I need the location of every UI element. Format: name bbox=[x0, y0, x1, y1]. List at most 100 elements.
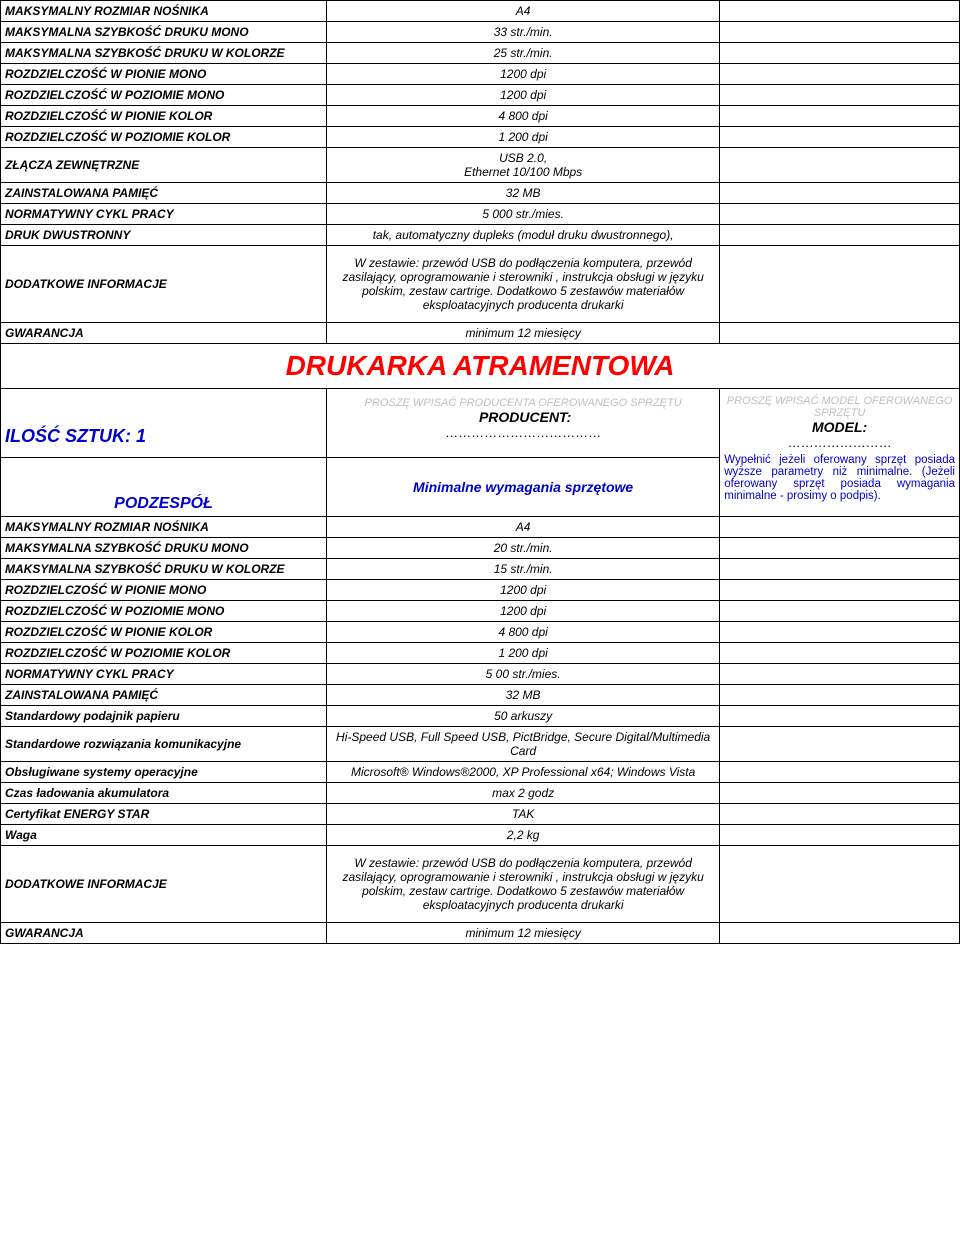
spec-label: Certyfikat ENERGY STAR bbox=[1, 804, 327, 825]
spec-value: 5 000 str./mies. bbox=[327, 204, 720, 225]
spec-label: ROZDZIELCZOŚĆ W POZIOMIE MONO bbox=[1, 601, 327, 622]
spec-empty[interactable] bbox=[720, 246, 960, 323]
spec-label: MAKSYMALNA SZYBKOŚĆ DRUKU MONO bbox=[1, 538, 327, 559]
spec-empty[interactable] bbox=[720, 106, 960, 127]
spec-label: ROZDZIELCZOŚĆ W PIONIE KOLOR bbox=[1, 622, 327, 643]
spec-empty[interactable] bbox=[720, 127, 960, 148]
spec-label: DODATKOWE INFORMACJE bbox=[1, 246, 327, 323]
spec-row: ROZDZIELCZOŚĆ W PIONIE MONO1200 dpi bbox=[1, 64, 960, 85]
spec-empty[interactable] bbox=[720, 727, 960, 762]
spec-label: Czas ładowania akumulatora bbox=[1, 783, 327, 804]
spec-empty[interactable] bbox=[720, 517, 960, 538]
spec-row: DODATKOWE INFORMACJEW zestawie: przewód … bbox=[1, 246, 960, 323]
spec-empty[interactable] bbox=[720, 85, 960, 106]
spec-value: 25 str./min. bbox=[327, 43, 720, 64]
model-cell[interactable]: PROSZĘ WPISAĆ MODEL OFEROWANEGO SPRZĘTU … bbox=[720, 389, 960, 517]
spec-row: NORMATYWNY CYKL PRACY5 000 str./mies. bbox=[1, 204, 960, 225]
model-dots: …………………… bbox=[724, 435, 955, 450]
spec-empty[interactable] bbox=[720, 706, 960, 727]
spec-value: 1200 dpi bbox=[327, 601, 720, 622]
spec-value: 33 str./min. bbox=[327, 22, 720, 43]
spec-row: Standardowe rozwiązania komunikacyjneHi-… bbox=[1, 727, 960, 762]
spec-label: ZAINSTALOWANA PAMIĘĆ bbox=[1, 183, 327, 204]
spec-empty[interactable] bbox=[720, 685, 960, 706]
spec-row: ROZDZIELCZOŚĆ W POZIOMIE MONO1200 dpi bbox=[1, 85, 960, 106]
spec-empty[interactable] bbox=[720, 643, 960, 664]
producer-hint: PROSZĘ WPISAĆ PRODUCENTA OFEROWANEGO SPR… bbox=[365, 397, 682, 409]
spec-empty[interactable] bbox=[720, 225, 960, 246]
spec-empty[interactable] bbox=[720, 559, 960, 580]
spec-empty[interactable] bbox=[720, 148, 960, 183]
spec-value: minimum 12 miesięcy bbox=[327, 323, 720, 344]
spec-row: ROZDZIELCZOŚĆ W POZIOMIE MONO1200 dpi bbox=[1, 601, 960, 622]
producer-cell[interactable]: PROSZĘ WPISAĆ PRODUCENTA OFEROWANEGO SPR… bbox=[327, 389, 720, 458]
spec-row: ZAINSTALOWANA PAMIĘĆ32 MB bbox=[1, 685, 960, 706]
spec-value: 15 str./min. bbox=[327, 559, 720, 580]
spec-value: Microsoft® Windows®2000, XP Professional… bbox=[327, 762, 720, 783]
spec-row: ROZDZIELCZOŚĆ W PIONIE KOLOR4 800 dpi bbox=[1, 622, 960, 643]
spec-value: tak, automatyczny dupleks (moduł druku d… bbox=[327, 225, 720, 246]
spec-empty[interactable] bbox=[720, 580, 960, 601]
spec-empty[interactable] bbox=[720, 64, 960, 85]
fill-note: Wypełnić jeżeli oferowany sprzęt posiada… bbox=[724, 454, 955, 502]
spec-row: NORMATYWNY CYKL PRACY5 00 str./mies. bbox=[1, 664, 960, 685]
spec-value: USB 2.0, Ethernet 10/100 Mbps bbox=[327, 148, 720, 183]
spec-row: GWARANCJAminimum 12 miesięcy bbox=[1, 923, 960, 944]
spec-row: Waga2,2 kg bbox=[1, 825, 960, 846]
spec-value: 20 str./min. bbox=[327, 538, 720, 559]
spec-empty[interactable] bbox=[720, 323, 960, 344]
model-label: MODEL: bbox=[724, 419, 955, 435]
spec-empty[interactable] bbox=[720, 22, 960, 43]
podzespol-label: PODZESPÓŁ bbox=[1, 457, 327, 516]
spec-empty[interactable] bbox=[720, 804, 960, 825]
spec-value: minimum 12 miesięcy bbox=[327, 923, 720, 944]
spec-row: Certyfikat ENERGY STARTAK bbox=[1, 804, 960, 825]
spec-empty[interactable] bbox=[720, 825, 960, 846]
spec-value: A4 bbox=[327, 517, 720, 538]
spec-label: ROZDZIELCZOŚĆ W PIONIE KOLOR bbox=[1, 106, 327, 127]
spec-empty[interactable] bbox=[720, 43, 960, 64]
spec-label: NORMATYWNY CYKL PRACY bbox=[1, 204, 327, 225]
spec-empty[interactable] bbox=[720, 622, 960, 643]
spec-label: Standardowe rozwiązania komunikacyjne bbox=[1, 727, 327, 762]
spec-value: 1 200 dpi bbox=[327, 643, 720, 664]
spec-label: MAKSYMALNA SZYBKOŚĆ DRUKU MONO bbox=[1, 22, 327, 43]
spec-empty[interactable] bbox=[720, 204, 960, 225]
spec-label: ROZDZIELCZOŚĆ W PIONIE MONO bbox=[1, 580, 327, 601]
spec-value: 1200 dpi bbox=[327, 85, 720, 106]
spec-label: ZŁĄCZA ZEWNĘTRZNE bbox=[1, 148, 327, 183]
spec-empty[interactable] bbox=[720, 1, 960, 22]
spec-empty[interactable] bbox=[720, 664, 960, 685]
spec-row: ROZDZIELCZOŚĆ W POZIOMIE KOLOR1 200 dpi bbox=[1, 127, 960, 148]
spec-empty[interactable] bbox=[720, 923, 960, 944]
spec-value: Hi-Speed USB, Full Speed USB, PictBridge… bbox=[327, 727, 720, 762]
spec-label: ROZDZIELCZOŚĆ W PIONIE MONO bbox=[1, 64, 327, 85]
spec-value: 4 800 dpi bbox=[327, 106, 720, 127]
spec-label: ROZDZIELCZOŚĆ W POZIOMIE KOLOR bbox=[1, 643, 327, 664]
spec-empty[interactable] bbox=[720, 846, 960, 923]
spec-label: GWARANCJA bbox=[1, 323, 327, 344]
spec-row: ZŁĄCZA ZEWNĘTRZNEUSB 2.0, Ethernet 10/10… bbox=[1, 148, 960, 183]
spec-empty[interactable] bbox=[720, 783, 960, 804]
qty-label: ILOŚĆ SZTUK: 1 bbox=[1, 389, 327, 458]
spec-row: MAKSYMALNA SZYBKOŚĆ DRUKU MONO20 str./mi… bbox=[1, 538, 960, 559]
spec-row: Czas ładowania akumulatoramax 2 godz bbox=[1, 783, 960, 804]
spec-empty[interactable] bbox=[720, 762, 960, 783]
spec-value: A4 bbox=[327, 1, 720, 22]
spec-value: max 2 godz bbox=[327, 783, 720, 804]
spec-value: TAK bbox=[327, 804, 720, 825]
spec-row: ROZDZIELCZOŚĆ W POZIOMIE KOLOR1 200 dpi bbox=[1, 643, 960, 664]
spec-row: MAKSYMALNA SZYBKOŚĆ DRUKU W KOLORZE25 st… bbox=[1, 43, 960, 64]
spec-empty[interactable] bbox=[720, 183, 960, 204]
spec-value: 1200 dpi bbox=[327, 580, 720, 601]
spec-row: ZAINSTALOWANA PAMIĘĆ32 MB bbox=[1, 183, 960, 204]
spec-row: MAKSYMALNA SZYBKOŚĆ DRUKU MONO33 str./mi… bbox=[1, 22, 960, 43]
spec-label: MAKSYMALNY ROZMIAR NOŚNIKA bbox=[1, 1, 327, 22]
spec-value: 50 arkuszy bbox=[327, 706, 720, 727]
section-title: DRUKARKA ATRAMENTOWA bbox=[1, 344, 960, 389]
spec-empty[interactable] bbox=[720, 538, 960, 559]
spec-empty[interactable] bbox=[720, 601, 960, 622]
spec-value: W zestawie: przewód USB do podłączenia k… bbox=[327, 846, 720, 923]
spec-row: GWARANCJAminimum 12 miesięcy bbox=[1, 323, 960, 344]
spec-label: ROZDZIELCZOŚĆ W POZIOMIE MONO bbox=[1, 85, 327, 106]
